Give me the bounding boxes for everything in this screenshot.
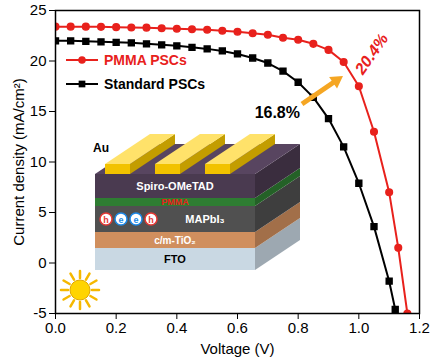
svg-text:20: 20 xyxy=(30,52,47,69)
svg-text:0.8: 0.8 xyxy=(288,319,309,336)
svg-text:e: e xyxy=(133,215,138,225)
svg-text:FTO: FTO xyxy=(164,253,186,265)
svg-text:MAPbI₃: MAPbI₃ xyxy=(185,213,224,225)
svg-text:1.2: 1.2 xyxy=(409,319,430,336)
svg-text:16.8%: 16.8% xyxy=(255,104,300,121)
svg-text:Current density (mA/cm²): Current density (mA/cm²) xyxy=(10,78,27,246)
svg-text:h: h xyxy=(103,215,109,225)
svg-text:10: 10 xyxy=(30,153,47,170)
svg-text:Standard PSCs: Standard PSCs xyxy=(104,76,205,92)
svg-text:-5: -5 xyxy=(33,304,47,322)
svg-text:1.0: 1.0 xyxy=(348,319,369,336)
svg-text:Voltage (V): Voltage (V) xyxy=(200,340,274,357)
svg-text:PMMA: PMMA xyxy=(161,197,189,207)
svg-text:0.6: 0.6 xyxy=(227,319,248,336)
svg-text:0.2: 0.2 xyxy=(106,319,127,336)
svg-text:20.4%: 20.4% xyxy=(351,30,392,78)
svg-text:5: 5 xyxy=(38,203,46,220)
svg-text:0.0: 0.0 xyxy=(45,319,66,336)
svg-text:Spiro-OMeTAD: Spiro-OMeTAD xyxy=(136,180,213,192)
svg-text:PMMA PSCs: PMMA PSCs xyxy=(104,52,187,68)
svg-text:e: e xyxy=(118,215,123,225)
svg-text:Au: Au xyxy=(93,141,109,155)
svg-text:25: 25 xyxy=(30,1,47,18)
svg-text:0.4: 0.4 xyxy=(166,319,187,336)
svg-text:c/m-TiO₂: c/m-TiO₂ xyxy=(154,235,196,246)
svg-text:0: 0 xyxy=(38,254,46,271)
svg-text:15: 15 xyxy=(30,102,47,119)
svg-text:h: h xyxy=(148,215,154,225)
